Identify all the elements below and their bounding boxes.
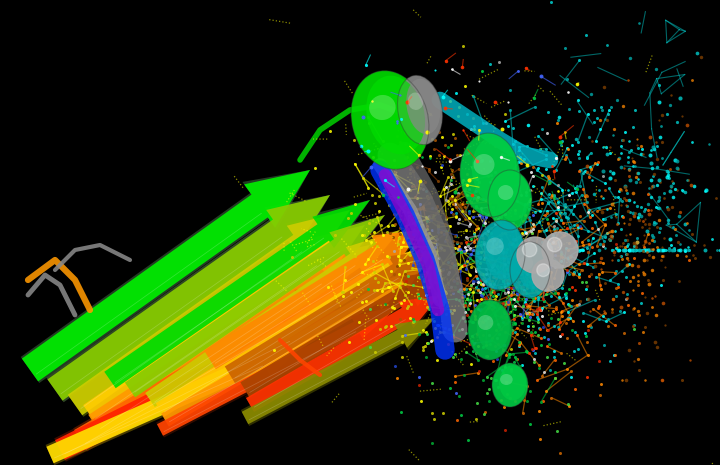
Circle shape (547, 238, 562, 252)
FancyArrow shape (144, 230, 400, 409)
FancyArrow shape (125, 215, 385, 398)
Ellipse shape (408, 93, 423, 110)
FancyArrow shape (54, 310, 340, 462)
FancyArrow shape (160, 270, 420, 428)
FancyArrow shape (67, 210, 350, 417)
FancyArrow shape (84, 225, 365, 425)
FancyArrow shape (55, 310, 340, 460)
Ellipse shape (510, 242, 550, 298)
FancyArrow shape (224, 250, 435, 385)
Ellipse shape (468, 300, 512, 360)
Circle shape (532, 259, 564, 291)
FancyArrow shape (48, 195, 330, 401)
Ellipse shape (474, 154, 495, 175)
FancyArrow shape (203, 230, 420, 371)
Ellipse shape (369, 95, 396, 120)
Ellipse shape (488, 170, 532, 230)
Circle shape (523, 242, 537, 257)
Ellipse shape (460, 133, 520, 217)
FancyArrow shape (240, 270, 445, 398)
FancyArrow shape (21, 170, 310, 383)
FancyArrow shape (74, 280, 355, 450)
Ellipse shape (475, 220, 525, 290)
Ellipse shape (492, 363, 528, 407)
FancyArrow shape (155, 250, 415, 418)
Ellipse shape (351, 71, 429, 169)
Ellipse shape (397, 75, 443, 145)
FancyArrow shape (204, 230, 420, 369)
FancyArrow shape (239, 270, 445, 399)
FancyArrow shape (103, 200, 370, 390)
Circle shape (537, 264, 549, 277)
FancyArrow shape (73, 280, 355, 452)
FancyArrow shape (246, 295, 440, 412)
Ellipse shape (498, 185, 513, 200)
Ellipse shape (519, 256, 533, 270)
Ellipse shape (497, 173, 530, 221)
Ellipse shape (472, 137, 517, 204)
Ellipse shape (477, 303, 510, 351)
FancyArrow shape (161, 270, 420, 426)
FancyArrow shape (87, 245, 370, 437)
FancyArrow shape (89, 245, 370, 435)
Ellipse shape (485, 224, 523, 279)
FancyArrow shape (22, 170, 310, 381)
Circle shape (517, 237, 553, 273)
Ellipse shape (500, 374, 513, 385)
Ellipse shape (486, 238, 504, 255)
FancyArrow shape (82, 225, 365, 426)
FancyArrow shape (46, 195, 330, 402)
Ellipse shape (406, 79, 440, 134)
FancyArrow shape (45, 340, 310, 465)
FancyArrow shape (240, 318, 435, 426)
FancyArrow shape (156, 305, 400, 438)
Ellipse shape (499, 365, 526, 400)
FancyArrow shape (225, 250, 435, 384)
FancyArrow shape (157, 305, 400, 436)
FancyArrow shape (242, 318, 435, 424)
Circle shape (542, 232, 578, 268)
FancyArrow shape (156, 250, 415, 417)
FancyArrow shape (145, 230, 400, 407)
Ellipse shape (518, 245, 548, 290)
Ellipse shape (366, 76, 425, 154)
FancyArrow shape (68, 210, 350, 415)
FancyArrow shape (104, 200, 370, 388)
Ellipse shape (478, 315, 493, 330)
FancyArrow shape (46, 340, 310, 463)
FancyArrow shape (245, 295, 440, 414)
FancyArrow shape (124, 215, 385, 399)
